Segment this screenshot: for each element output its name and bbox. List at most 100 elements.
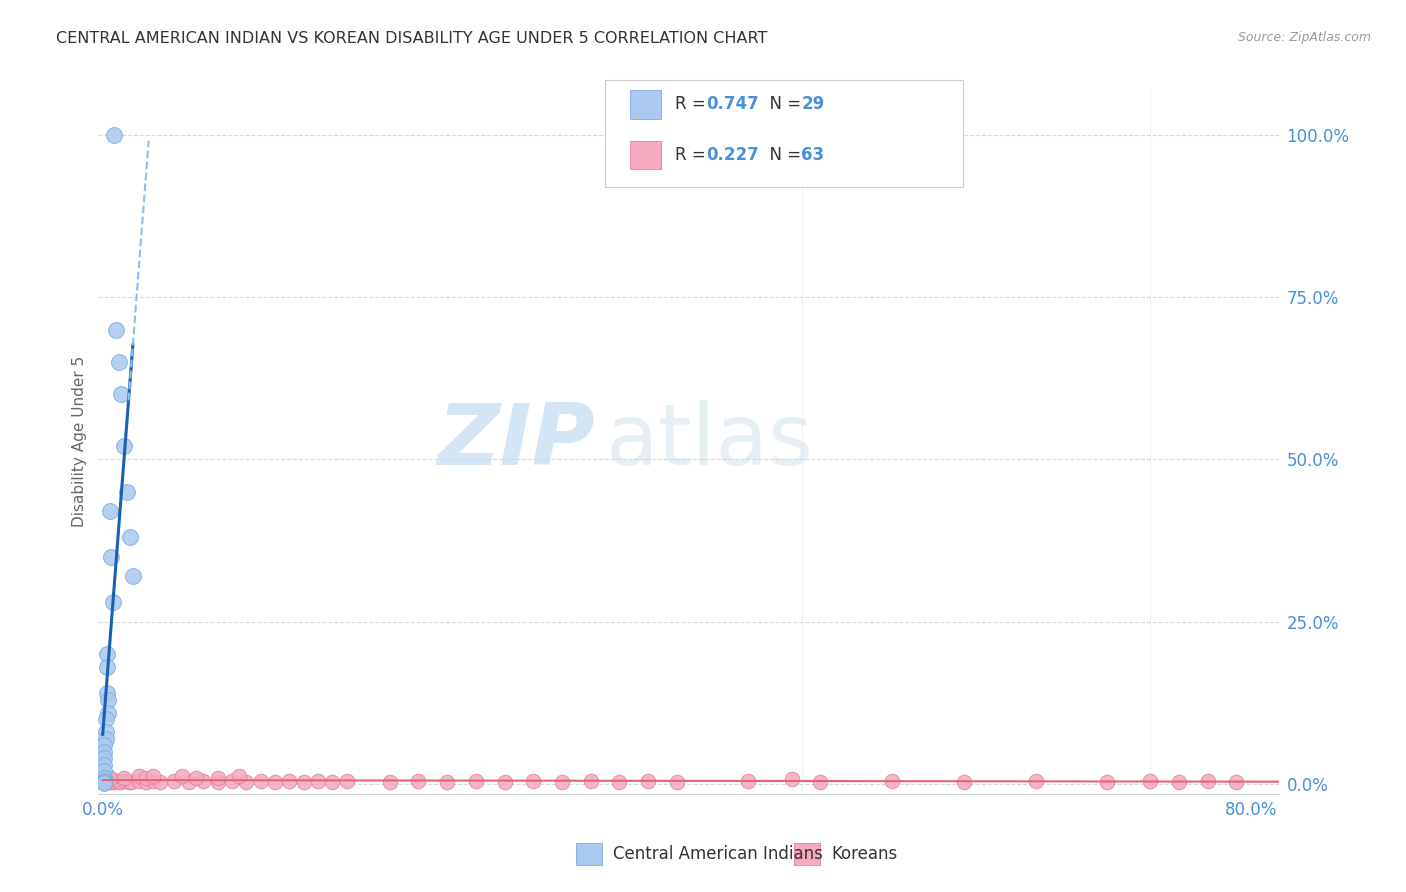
Point — [112, 771, 135, 785]
Point — [97, 774, 120, 789]
Point — [97, 706, 120, 720]
Point — [120, 774, 142, 789]
Point — [1097, 774, 1119, 789]
Point — [378, 774, 401, 789]
Point — [112, 773, 135, 788]
Point — [142, 773, 165, 788]
Point — [235, 774, 257, 789]
Point — [128, 773, 150, 788]
Point — [579, 773, 602, 788]
Point — [551, 774, 574, 789]
Point — [163, 773, 186, 788]
Point — [96, 660, 118, 674]
Point — [207, 774, 229, 789]
Point — [93, 757, 115, 772]
Point — [436, 774, 458, 789]
Point — [808, 774, 831, 789]
Text: CENTRAL AMERICAN INDIAN VS KOREAN DISABILITY AGE UNDER 5 CORRELATION CHART: CENTRAL AMERICAN INDIAN VS KOREAN DISABI… — [56, 31, 768, 46]
Point — [135, 771, 157, 785]
Text: Koreans: Koreans — [831, 845, 897, 863]
Point — [103, 774, 125, 789]
Point — [101, 773, 124, 788]
Text: R =: R = — [675, 146, 711, 164]
Point — [737, 773, 759, 788]
Point — [336, 773, 359, 788]
Point — [494, 774, 516, 789]
Point — [101, 595, 124, 609]
Point — [207, 771, 229, 785]
Text: 29: 29 — [801, 95, 825, 113]
Text: ZIP: ZIP — [437, 400, 595, 483]
Point — [97, 769, 120, 783]
Point — [112, 439, 135, 453]
Point — [264, 774, 287, 789]
Point — [115, 484, 138, 499]
Point — [108, 774, 131, 789]
Point — [98, 771, 121, 785]
Point — [93, 745, 115, 759]
Point — [104, 322, 127, 336]
Point — [93, 771, 115, 785]
Point — [464, 773, 486, 788]
Point — [117, 774, 139, 789]
Point — [94, 731, 117, 746]
Point — [93, 773, 115, 788]
Point — [100, 774, 122, 789]
Point — [1197, 773, 1219, 788]
Text: atlas: atlas — [606, 400, 814, 483]
Point — [170, 769, 193, 783]
Point — [149, 774, 172, 789]
Point — [94, 725, 117, 739]
Text: 63: 63 — [801, 146, 824, 164]
Point — [292, 774, 315, 789]
Point — [142, 769, 165, 783]
Point — [665, 774, 688, 789]
Point — [93, 775, 115, 789]
Point — [103, 128, 125, 142]
Point — [135, 774, 157, 789]
Point — [522, 773, 544, 788]
Text: Source: ZipAtlas.com: Source: ZipAtlas.com — [1237, 31, 1371, 45]
Point — [93, 773, 115, 788]
Point — [278, 773, 301, 788]
Point — [1139, 773, 1161, 788]
Point — [93, 776, 115, 790]
Point — [193, 773, 215, 788]
Point — [107, 355, 129, 369]
Point — [880, 773, 903, 788]
Point — [249, 773, 271, 788]
Point — [94, 774, 117, 789]
Point — [98, 773, 121, 788]
Text: 0.227: 0.227 — [706, 146, 759, 164]
Point — [96, 773, 118, 788]
Point — [1225, 774, 1247, 789]
Text: R =: R = — [675, 95, 711, 113]
Point — [105, 773, 128, 788]
Point — [93, 738, 115, 752]
Point — [780, 772, 803, 786]
Point — [128, 769, 150, 783]
Point — [607, 774, 630, 789]
Point — [93, 771, 115, 785]
Point — [1168, 774, 1191, 789]
Point — [94, 712, 117, 726]
Point — [221, 773, 243, 788]
Point — [184, 771, 207, 785]
Point — [93, 751, 115, 765]
Point — [96, 686, 118, 700]
Point — [110, 387, 132, 401]
Point — [96, 647, 118, 661]
Point — [96, 771, 118, 785]
Point — [98, 504, 121, 518]
Point — [321, 774, 343, 789]
Text: 0.747: 0.747 — [706, 95, 759, 113]
Point — [118, 530, 141, 544]
Text: N =: N = — [759, 95, 807, 113]
Point — [637, 773, 659, 788]
Text: Central American Indians: Central American Indians — [613, 845, 823, 863]
Point — [408, 773, 430, 788]
Point — [1024, 773, 1046, 788]
Text: N =: N = — [759, 146, 807, 164]
Point — [97, 692, 120, 706]
Point — [228, 769, 250, 783]
